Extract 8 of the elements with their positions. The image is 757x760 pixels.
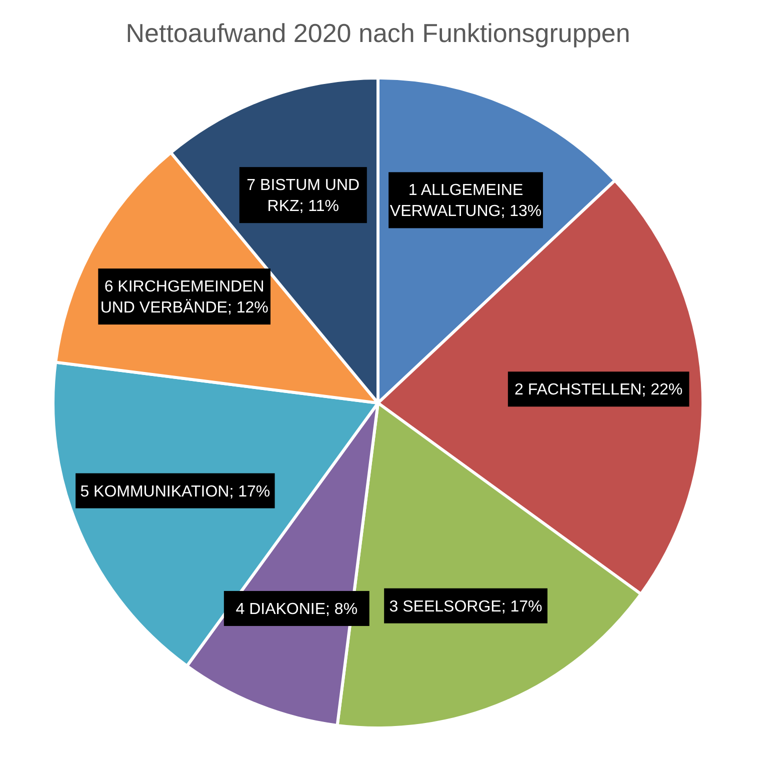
chart-title: Nettoaufwand 2020 nach Funktionsgruppen xyxy=(126,18,630,48)
slice-label: 5 KOMMUNIKATION; 17% xyxy=(80,483,270,500)
slice-label: 4 DIAKONIE; 8% xyxy=(236,600,358,618)
slice-label: 1 ALLGEMEINE VERWALTUNG; 13% xyxy=(390,182,542,220)
slice-label: 2 FACHSTELLEN; 22% xyxy=(514,382,683,399)
slice-label: 3 SEELSORGE; 17% xyxy=(389,598,542,616)
slice-label: 6 KIRCHGEMEINDEN UND VERBÄNDE; 12% xyxy=(100,278,268,317)
slice-label: 7 BISTUM UND RKZ; 11% xyxy=(246,177,360,216)
